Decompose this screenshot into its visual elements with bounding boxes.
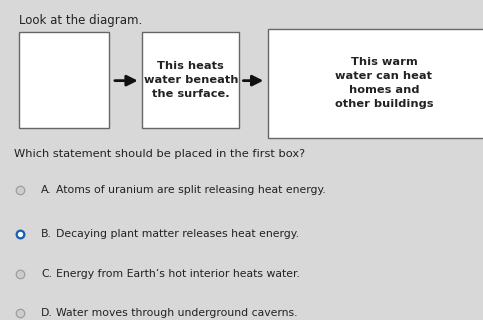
Text: Look at the diagram.: Look at the diagram. (19, 14, 142, 28)
Point (16, 231, 24, 236)
Text: C.: C. (41, 268, 52, 279)
Text: Which statement should be placed in the first box?: Which statement should be placed in the … (14, 149, 306, 159)
Bar (19, 32, 109, 128)
Bar (142, 32, 239, 128)
Point (16, 231, 24, 236)
Point (16, 271, 24, 276)
Text: Energy from Earth’s hot interior heats water.: Energy from Earth’s hot interior heats w… (56, 268, 299, 279)
Point (16, 310, 24, 316)
Text: A.: A. (41, 185, 52, 196)
Text: Water moves through underground caverns.: Water moves through underground caverns. (56, 308, 297, 318)
Bar (268, 29, 483, 138)
Text: D.: D. (41, 308, 53, 318)
Point (16, 188, 24, 193)
Text: This warm
water can heat
homes and
other buildings: This warm water can heat homes and other… (335, 57, 433, 109)
Text: Decaying plant matter releases heat energy.: Decaying plant matter releases heat ener… (56, 228, 298, 239)
Text: Atoms of uranium are split releasing heat energy.: Atoms of uranium are split releasing hea… (56, 185, 325, 196)
Text: This heats
water beneath
the surface.: This heats water beneath the surface. (143, 61, 238, 99)
Text: B.: B. (41, 228, 52, 239)
